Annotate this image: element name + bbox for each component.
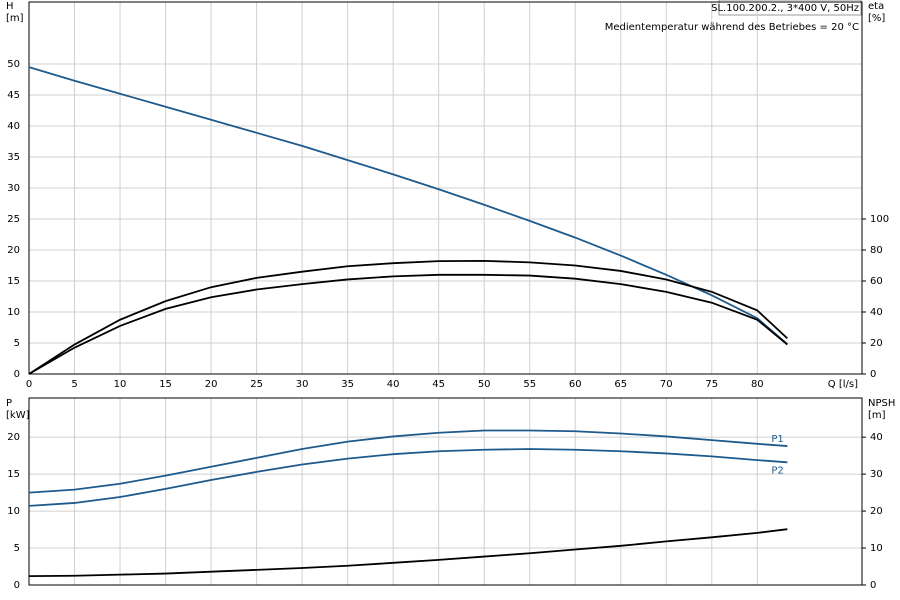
x-tick-label: 10 <box>114 379 127 390</box>
y2-tick-label: 40 <box>870 307 883 318</box>
x-tick-label: 40 <box>387 379 400 390</box>
y-tick-label: 5 <box>14 338 20 349</box>
y-axis-label: [m] <box>6 13 24 24</box>
y2-tick-label: 10 <box>870 543 883 554</box>
y-tick-label: 15 <box>7 469 20 480</box>
y2-tick-label: 0 <box>870 369 876 380</box>
x-tick-label: 60 <box>569 379 582 390</box>
x-tick-label: 55 <box>523 379 536 390</box>
series-line <box>28 259 788 375</box>
y-tick-label: 30 <box>7 183 20 194</box>
y2-tick-label: 0 <box>870 580 876 591</box>
plot-frame <box>28 1 863 375</box>
y2-tick-label: 80 <box>870 245 883 256</box>
series-line <box>28 429 788 494</box>
y2-tick-label: 20 <box>870 338 883 349</box>
annotation: Medientemperatur während des Betriebes =… <box>605 22 859 33</box>
series-line <box>28 448 788 507</box>
plot-frame <box>28 397 863 586</box>
x-tick-label: 20 <box>205 379 218 390</box>
series-line <box>28 528 788 578</box>
x-tick-label: 75 <box>705 379 718 390</box>
annotation: SL.100.200.2., 3*400 V, 50Hz <box>711 3 859 14</box>
y-tick-label: 20 <box>7 432 20 443</box>
x-tick-label: 70 <box>660 379 673 390</box>
y-tick-label: 0 <box>14 580 20 591</box>
y-tick-label: 45 <box>7 90 20 101</box>
y2-axis-label: NPSH <box>868 398 895 409</box>
y2-axis-label: [m] <box>868 410 886 421</box>
annotation-box <box>718 0 862 16</box>
x-tick-label: 50 <box>478 379 491 390</box>
y2-axis-label: eta <box>868 1 884 12</box>
y2-tick-label: 30 <box>870 469 883 480</box>
x-tick-label: 30 <box>296 379 309 390</box>
x-tick-label: 5 <box>71 379 77 390</box>
y2-axis-label: [%] <box>868 13 885 24</box>
y-tick-label: 10 <box>7 506 20 517</box>
series-label: P2 <box>771 465 783 476</box>
y-tick-label: 25 <box>7 214 20 225</box>
x-tick-label: 25 <box>250 379 263 390</box>
y-axis-label: [kW] <box>6 410 30 421</box>
y-tick-label: 50 <box>7 59 20 70</box>
x-tick-label: 15 <box>159 379 172 390</box>
y-tick-label: 10 <box>7 307 20 318</box>
y-tick-label: 15 <box>7 276 20 287</box>
x-tick-label: 65 <box>614 379 627 390</box>
x-tick-label: 35 <box>341 379 354 390</box>
y2-tick-label: 100 <box>870 214 889 225</box>
y-tick-label: 40 <box>7 121 20 132</box>
y2-tick-label: 40 <box>870 432 883 443</box>
y2-tick-label: 20 <box>870 506 883 517</box>
x-tick-label: 0 <box>26 379 32 390</box>
series-label: P1 <box>771 434 783 445</box>
y-axis-label: P <box>6 398 12 409</box>
series-line <box>28 273 788 375</box>
y-tick-label: 20 <box>7 245 20 256</box>
x-tick-label: 80 <box>751 379 764 390</box>
series-line <box>28 66 788 345</box>
x-axis-label: Q [l/s] <box>828 379 858 390</box>
y-axis-label: H <box>6 1 14 12</box>
y-tick-label: 0 <box>14 369 20 380</box>
y-tick-label: 5 <box>14 543 20 554</box>
y2-tick-label: 60 <box>870 276 883 287</box>
x-tick-label: 45 <box>432 379 445 390</box>
y-tick-label: 35 <box>7 152 20 163</box>
